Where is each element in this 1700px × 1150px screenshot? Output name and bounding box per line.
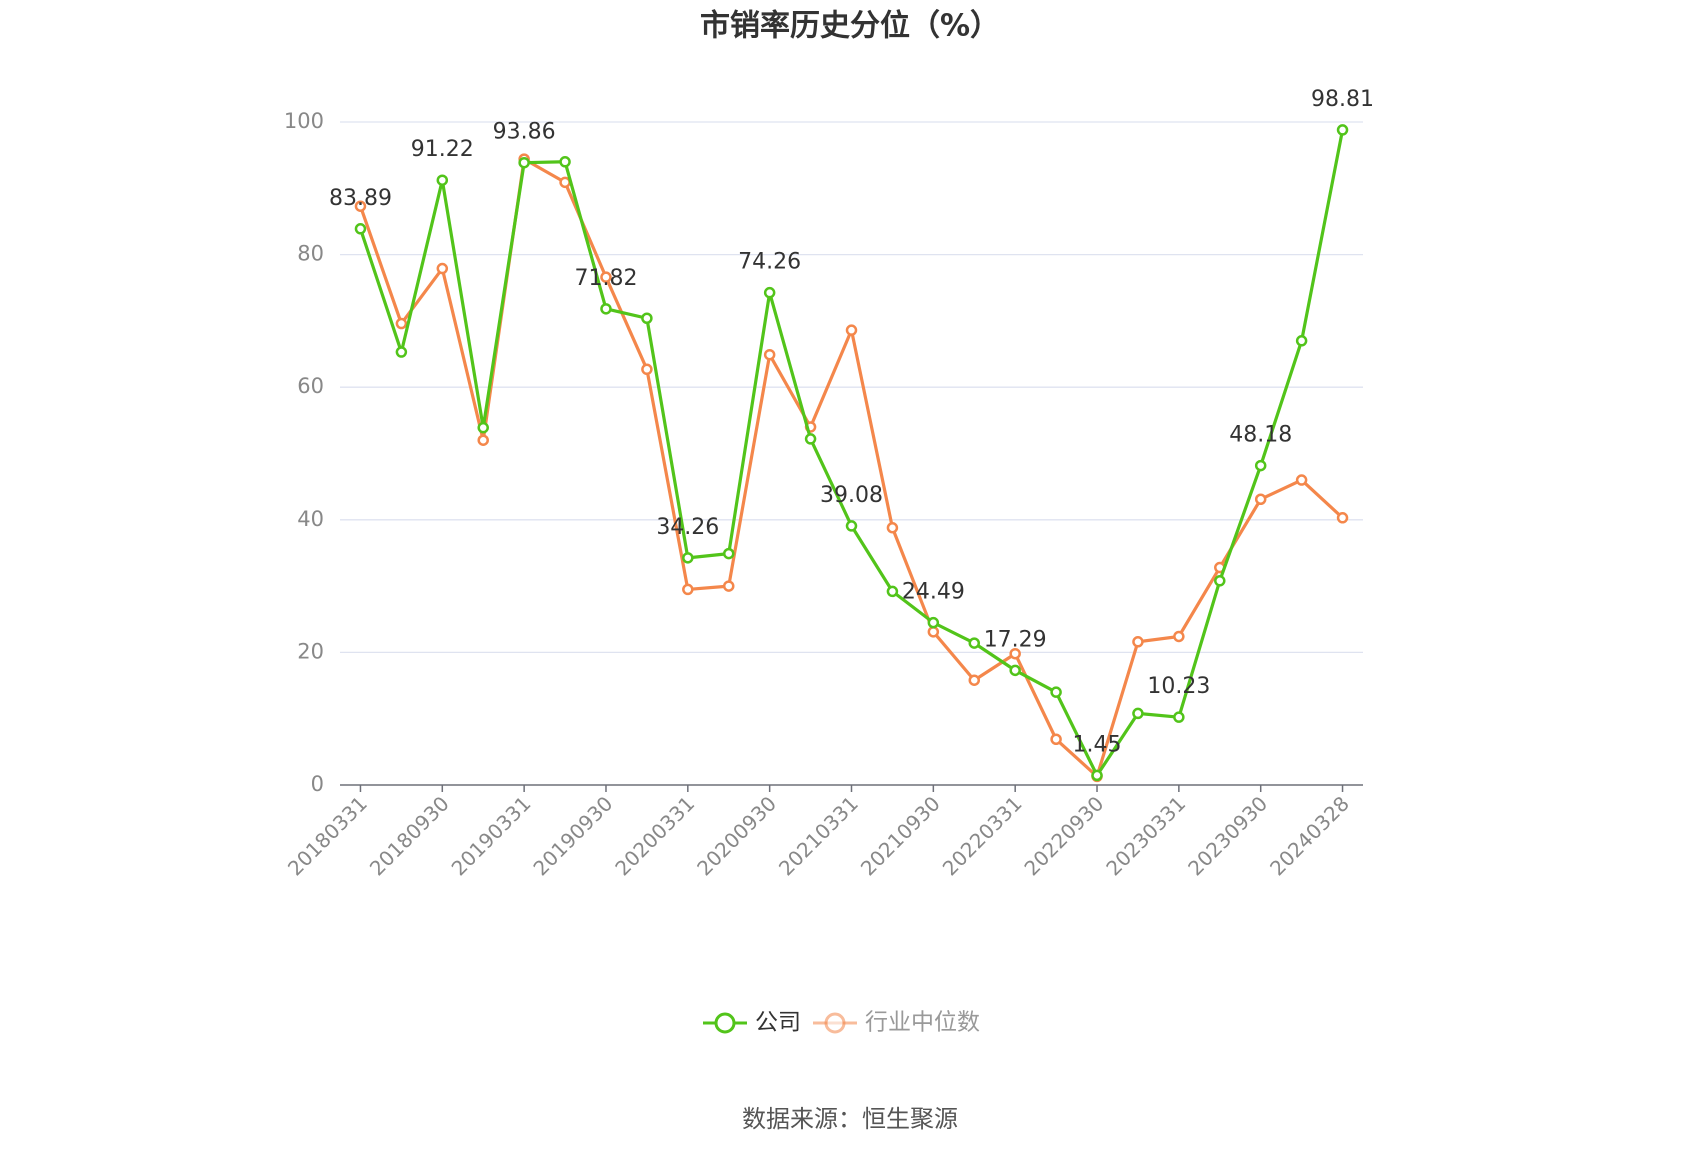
data-point <box>968 637 981 649</box>
chart-title: 市销率历史分位（%） <box>700 9 1000 44</box>
data-point <box>395 346 408 358</box>
y-tick-label: 20 <box>297 639 324 663</box>
data-point <box>1336 124 1349 136</box>
data-point <box>641 312 653 324</box>
x-tick-label: 20190930 <box>528 791 617 880</box>
data-point <box>600 303 612 315</box>
data-point <box>927 626 940 638</box>
x-tick-label: 20210930 <box>856 791 945 880</box>
data-point <box>354 223 367 235</box>
data-point <box>1009 647 1021 660</box>
x-tick-label: 20200930 <box>692 791 781 880</box>
data-point <box>518 156 530 169</box>
data-point <box>968 674 981 686</box>
data-label: 1.45 <box>1073 732 1122 757</box>
data-point <box>477 421 489 434</box>
data-point <box>1091 769 1103 782</box>
x-tick-label: 20200331 <box>610 791 699 880</box>
data-point <box>763 348 776 361</box>
data-label: 10.23 <box>1147 674 1210 699</box>
x-tick-label: 20220930 <box>1019 791 1108 880</box>
data-point <box>641 363 653 376</box>
y-tick-label: 100 <box>284 109 324 133</box>
legend-marker <box>824 1012 846 1034</box>
data-point <box>1173 711 1185 723</box>
y-tick-label: 40 <box>297 507 324 531</box>
x-tick-label: 20230331 <box>1101 791 1190 880</box>
data-point <box>436 262 449 275</box>
data-label: 83.89 <box>329 186 392 211</box>
data-point <box>845 520 858 532</box>
data-point <box>477 434 489 446</box>
x-tick-label: 20180930 <box>365 791 454 880</box>
data-label: 24.49 <box>902 580 965 605</box>
data-point <box>1336 512 1349 524</box>
data-point <box>436 174 449 186</box>
x-tick-label: 20220331 <box>938 791 1027 880</box>
data-label: 17.29 <box>984 627 1047 652</box>
data-point <box>1295 474 1308 486</box>
data-point <box>722 547 735 560</box>
data-point <box>1009 664 1021 677</box>
data-point <box>559 176 571 189</box>
data-label: 39.08 <box>820 483 883 508</box>
source-note: 数据来源：恒生聚源 <box>742 1105 958 1133</box>
data-label: 98.81 <box>1311 87 1374 112</box>
data-point <box>722 580 735 592</box>
data-label: 71.82 <box>574 266 637 291</box>
data-label: 74.26 <box>738 250 801 275</box>
legend-marker <box>714 1012 736 1034</box>
data-point <box>1132 707 1144 720</box>
legend-label: 公司 <box>755 1010 801 1036</box>
data-point <box>763 286 776 299</box>
data-point <box>1295 335 1308 347</box>
y-tick-label: 60 <box>297 374 324 398</box>
data-point <box>600 271 612 283</box>
x-tick-label: 20190331 <box>447 791 536 880</box>
data-point <box>845 324 858 336</box>
data-point <box>1173 630 1185 643</box>
data-point <box>1254 459 1267 472</box>
data-point <box>1050 733 1062 746</box>
data-point <box>1214 575 1226 587</box>
data-point <box>1132 636 1144 648</box>
x-tick-label: 20180331 <box>283 791 372 880</box>
data-point <box>804 433 817 445</box>
data-label: 34.26 <box>656 515 719 540</box>
data-point <box>1254 493 1267 505</box>
data-label: 48.18 <box>1229 423 1292 448</box>
data-label: 93.86 <box>493 120 556 145</box>
y-tick-label: 80 <box>297 242 324 266</box>
data-point <box>354 200 367 212</box>
x-tick-label: 20230930 <box>1183 791 1272 880</box>
data-point <box>886 585 899 598</box>
data-label: 91.22 <box>411 137 474 162</box>
x-tick-label: 20210331 <box>774 791 863 880</box>
y-tick-label: 0 <box>311 772 324 796</box>
data-point <box>1050 686 1062 698</box>
data-point <box>682 583 694 596</box>
data-point <box>886 522 899 534</box>
data-point <box>395 317 408 330</box>
data-point <box>682 552 694 564</box>
data-point <box>927 616 940 629</box>
data-point <box>559 156 571 168</box>
legend-label: 行业中位数 <box>865 1010 980 1036</box>
x-tick-label: 20240328 <box>1265 791 1354 880</box>
